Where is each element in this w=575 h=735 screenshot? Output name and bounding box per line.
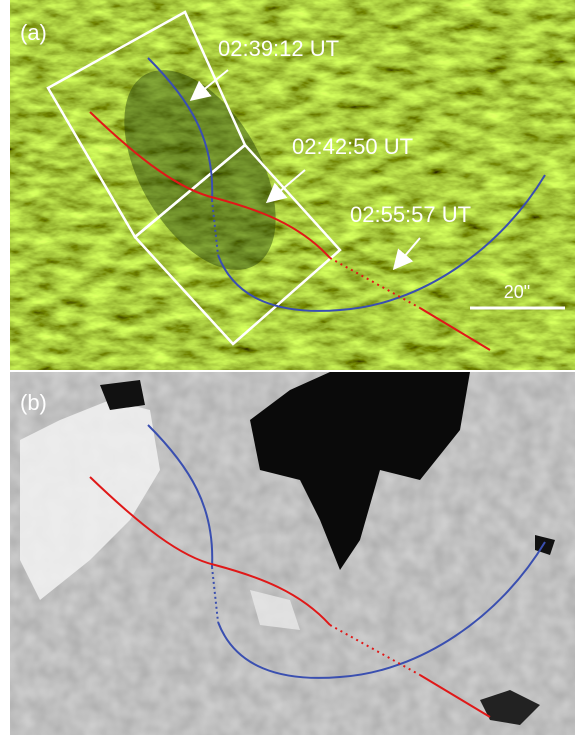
figure: (a) 02:39:12 UT 02:42:50 UT 02:55:57 UT … xyxy=(0,0,575,735)
time-annotation: 02:55:57 UT xyxy=(350,202,471,227)
scale-label: 20" xyxy=(504,282,530,302)
panel-label: (a) xyxy=(20,20,47,45)
panel-b: (b) xyxy=(10,372,575,735)
time-annotation: 02:39:12 UT xyxy=(218,36,339,61)
page: (a) 02:39:12 UT 02:42:50 UT 02:55:57 UT … xyxy=(0,0,575,735)
panel-a: (a) 02:39:12 UT 02:42:50 UT 02:55:57 UT … xyxy=(10,0,575,370)
time-annotation: 02:42:50 UT xyxy=(292,134,413,159)
panel-label: (b) xyxy=(20,390,47,415)
